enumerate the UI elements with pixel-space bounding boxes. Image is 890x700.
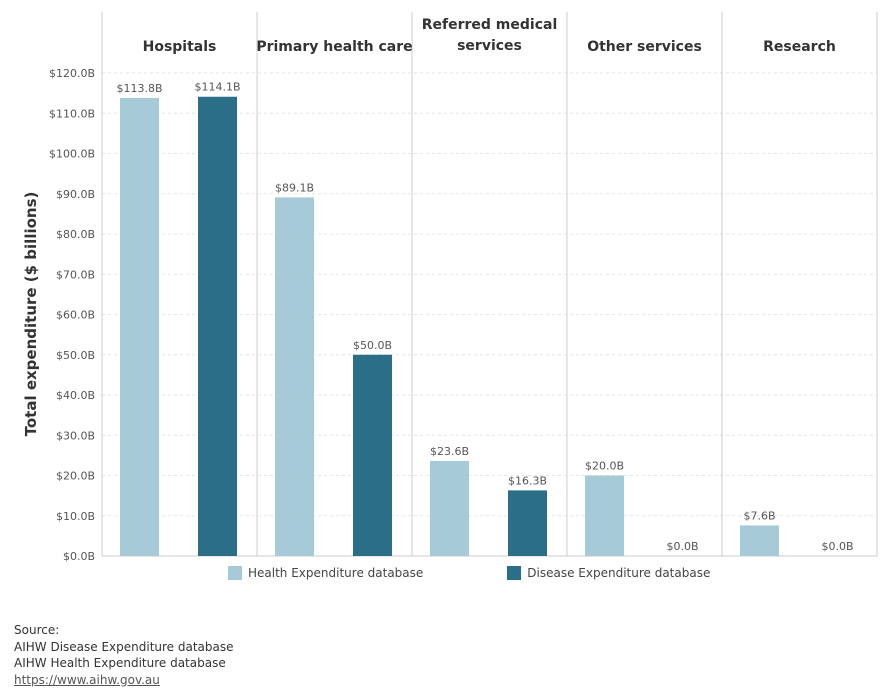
y-tick-label: $90.0B — [56, 188, 95, 201]
data-label-health: $23.6B — [430, 445, 469, 458]
legend-label-disease: Disease Expenditure database — [527, 566, 711, 580]
y-tick-label: $0.0B — [63, 550, 95, 563]
source-heading: Source: — [14, 623, 60, 637]
source-line-disease: AIHW Disease Expenditure database — [14, 639, 234, 654]
panel-title: services — [457, 38, 522, 54]
panel-title: Referred medical — [422, 17, 558, 33]
data-label-disease: $16.3B — [508, 474, 547, 487]
source-line-health: AIHW Health Expenditure database — [14, 656, 226, 670]
y-tick-label: $20.0B — [56, 470, 95, 483]
y-tick-label: $30.0B — [56, 429, 95, 442]
panel-title: Primary health care — [256, 39, 412, 55]
data-label-disease: $50.0B — [353, 339, 392, 352]
data-label-health: $20.0B — [585, 460, 624, 473]
data-label-health: $113.8B — [116, 82, 162, 95]
source-link[interactable]: https://www.aihw.gov.au — [14, 672, 160, 687]
data-label-disease: $0.0B — [666, 540, 698, 553]
y-tick-label: $70.0B — [56, 268, 95, 281]
data-label-health: $89.1B — [275, 181, 314, 194]
legend-item-health: Health Expenditure database — [228, 566, 423, 580]
bar-health — [275, 197, 314, 556]
bar-chart: $0.0B $10.0B $20.0B $30.0B $40.0B $50.0B $60.0… — [22, 12, 878, 563]
legend: Health Expenditure database Disease Expe… — [228, 566, 794, 580]
y-tick-label: $80.0B — [56, 228, 95, 241]
y-tick-label: $100.0B — [49, 148, 95, 161]
panel-title: Other services — [587, 39, 702, 55]
bar-health — [120, 97, 159, 556]
panel-title: Research — [763, 39, 836, 55]
legend-label-health: Health Expenditure database — [248, 566, 424, 580]
source-block: Source: AIHW Disease Expenditure databas… — [14, 622, 234, 688]
legend-swatch-disease — [507, 566, 522, 580]
legend-swatch-health — [228, 566, 242, 580]
bar-health — [430, 461, 469, 556]
data-label-disease: $0.0B — [821, 540, 853, 553]
bar-health — [585, 475, 624, 556]
y-tick-label: $60.0B — [56, 309, 95, 322]
data-label-disease: $114.1B — [194, 81, 240, 94]
y-tick-label: $40.0B — [56, 389, 95, 402]
panel-title: Hospitals — [143, 39, 217, 55]
legend-item-disease: Disease Expenditure database — [507, 566, 710, 580]
bar-disease — [508, 490, 547, 556]
y-tick-label: $110.0B — [49, 107, 95, 120]
bar-disease — [198, 96, 237, 556]
y-tick-label: $120.0B — [49, 67, 95, 80]
bar-disease — [353, 354, 392, 556]
data-label-health: $7.6B — [743, 509, 775, 522]
bar-health — [740, 525, 779, 556]
y-tick-label: $10.0B — [56, 510, 95, 523]
y-axis-title: Total expenditure ($ billions) — [22, 192, 40, 437]
y-tick-label: $50.0B — [56, 349, 95, 362]
